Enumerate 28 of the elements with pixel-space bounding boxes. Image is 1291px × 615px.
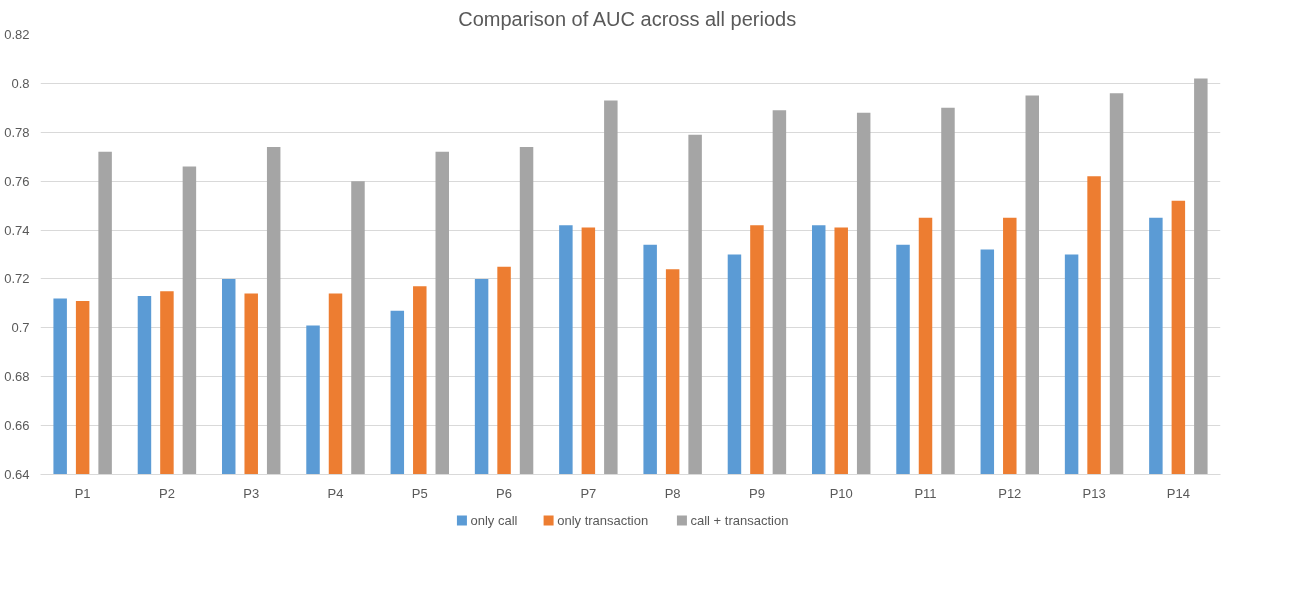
x-tick-label: P6 xyxy=(496,485,513,501)
x-tick-label: P2 xyxy=(158,485,175,501)
legend-label: call + transaction xyxy=(690,513,789,528)
x-tick-label: P14 xyxy=(1166,485,1190,501)
y-tick-label: 0.8 xyxy=(11,75,30,91)
legend-label: only transaction xyxy=(557,513,649,528)
y-tick-label: 0.68 xyxy=(4,369,30,385)
x-tick-label: P4 xyxy=(327,485,344,501)
chart-title: Comparison of AUC across all periods xyxy=(458,7,797,30)
y-tick-label: 0.72 xyxy=(4,271,30,287)
y-tick-label: 0.74 xyxy=(4,222,30,238)
x-tick-label: P5 xyxy=(411,485,428,501)
y-tick-label: 0.82 xyxy=(4,27,30,42)
x-tick-label: P10 xyxy=(829,485,853,501)
y-tick-label: 0.76 xyxy=(4,173,30,189)
x-tick-label: P9 xyxy=(748,485,765,501)
y-tick-label: 0.66 xyxy=(4,418,30,434)
x-tick-label: P12 xyxy=(998,485,1022,501)
x-tick-label: P8 xyxy=(664,485,681,501)
y-tick-label: 0.7 xyxy=(11,320,30,336)
y-tick-label: 0.64 xyxy=(4,467,30,482)
x-tick-label: P3 xyxy=(243,485,260,501)
x-tick-label: P13 xyxy=(1082,485,1106,501)
x-tick-label: P1 xyxy=(74,485,91,501)
x-tick-label: P11 xyxy=(914,485,937,501)
x-tick-label: P7 xyxy=(580,485,597,501)
y-tick-label: 0.78 xyxy=(4,124,30,140)
legend-label: only call xyxy=(470,513,518,528)
